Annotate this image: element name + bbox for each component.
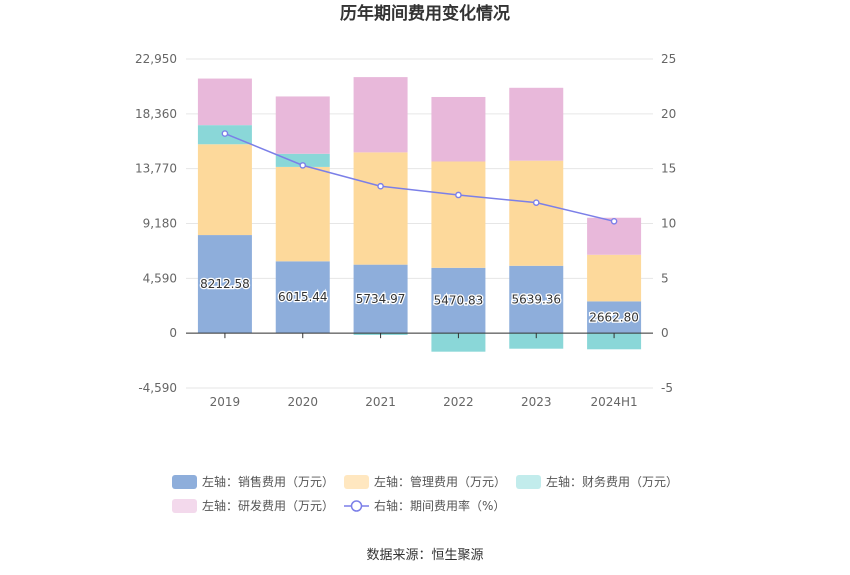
x-tick-label: 2022 [443,395,474,409]
left-axis-ticks: 22,950 18,360 13,770 9,180 4,590 0 -4,590 [135,52,177,395]
bar-series [197,77,642,352]
legend-point-marker [350,500,363,512]
rate-line-point [455,191,462,199]
bar-segment [509,160,564,266]
chart-title: 历年期间费用变化情况 [340,3,510,24]
left-tick-label: 22,950 [135,52,177,66]
left-tick-label: 9,180 [143,217,177,231]
legend-label: 左轴：销售费用（万元） [202,474,334,489]
bar-segment [197,78,252,126]
rate-line-point [221,130,229,137]
sales-data-label: 5639.36 [511,292,561,306]
bar-segment [509,265,564,334]
bar-segment [197,144,252,236]
bar-segment [587,301,642,334]
legend-item: 右轴：期间费用率（%） [344,498,505,513]
legend: 左轴：销售费用（万元） 左轴：管理费用（万元） 左轴：财务费用（万元） 左轴：研发费用… [172,474,678,513]
bar-segment [431,161,486,268]
rate-line-point [377,182,384,190]
legend-swatch [172,499,197,513]
legend-item: 左轴：销售费用（万元） [172,474,334,489]
bar-segment [587,333,642,350]
legend-label: 左轴：研发费用（万元） [202,498,334,513]
legend-swatch [344,475,369,489]
x-tick-label: 2019 [210,395,241,409]
bar-segment [197,235,252,334]
bar-segment [353,77,408,153]
right-tick-label: 25 [661,52,676,66]
bar-segment [509,333,564,349]
right-tick-label: 15 [661,162,676,176]
right-tick-label: 5 [661,271,669,285]
bar-segment [431,96,486,162]
legend-item: 左轴：财务费用（万元） [516,474,678,489]
expense-rate-line [221,130,618,225]
rate-line-point [532,199,540,206]
legend-label: 右轴：期间费用率（%） [374,498,505,513]
legend-item: 左轴：管理费用（万元） [344,474,506,489]
source-note: 数据来源：恒生聚源 [366,548,483,563]
bar-segment [509,87,564,161]
sales-data-label: 5470.83 [434,293,484,307]
legend-label: 左轴：管理费用（万元） [374,474,506,489]
left-tick-label: 18,360 [135,107,177,121]
x-tick-label: 2023 [521,395,552,409]
x-tick-label: 2020 [287,395,318,409]
legend-swatch [172,475,197,489]
grid-lines [186,58,653,389]
sales-data-label: 2662.80 [589,310,639,324]
bar-segment [275,261,330,334]
right-tick-label: -5 [661,381,673,395]
bar-segment [431,333,486,352]
bar-segment [275,166,330,262]
rate-line-point [610,218,618,225]
rate-line-point [299,162,307,169]
right-tick-label: 0 [661,326,669,340]
legend-label: 左轴：财务费用（万元） [546,474,678,489]
rate-line-path [224,132,615,223]
x-tick-label: 2024H1 [590,395,637,409]
sales-data-label: 6015.44 [278,290,328,304]
legend-swatch [516,475,541,489]
x-tick-label: 2021 [365,395,396,409]
left-tick-label: 0 [169,326,177,340]
right-tick-label: 20 [661,107,676,121]
bar-segment [275,96,330,154]
bar-segment [587,254,642,302]
left-tick-label: -4,590 [138,381,177,395]
x-axis-ticks: 2019 2020 2021 2022 2023 2024H1 [210,333,638,409]
right-tick-label: 10 [661,217,676,231]
left-tick-label: 13,770 [135,162,177,176]
sales-data-labels: 8212.58 6015.44 5734.97 5470.83 5639.36 2662.… [199,276,640,326]
left-tick-label: 4,590 [143,271,177,285]
right-axis-ticks: 25 20 15 10 5 0 -5 [661,52,676,395]
bar-segment [275,153,330,167]
bar-segment [353,264,408,334]
bar-segment [431,267,486,334]
sales-data-label: 8212.58 [200,277,250,291]
bar-segment [353,152,408,265]
legend-item: 左轴：研发费用（万元） [172,498,334,513]
sales-data-label: 5734.97 [356,292,406,306]
